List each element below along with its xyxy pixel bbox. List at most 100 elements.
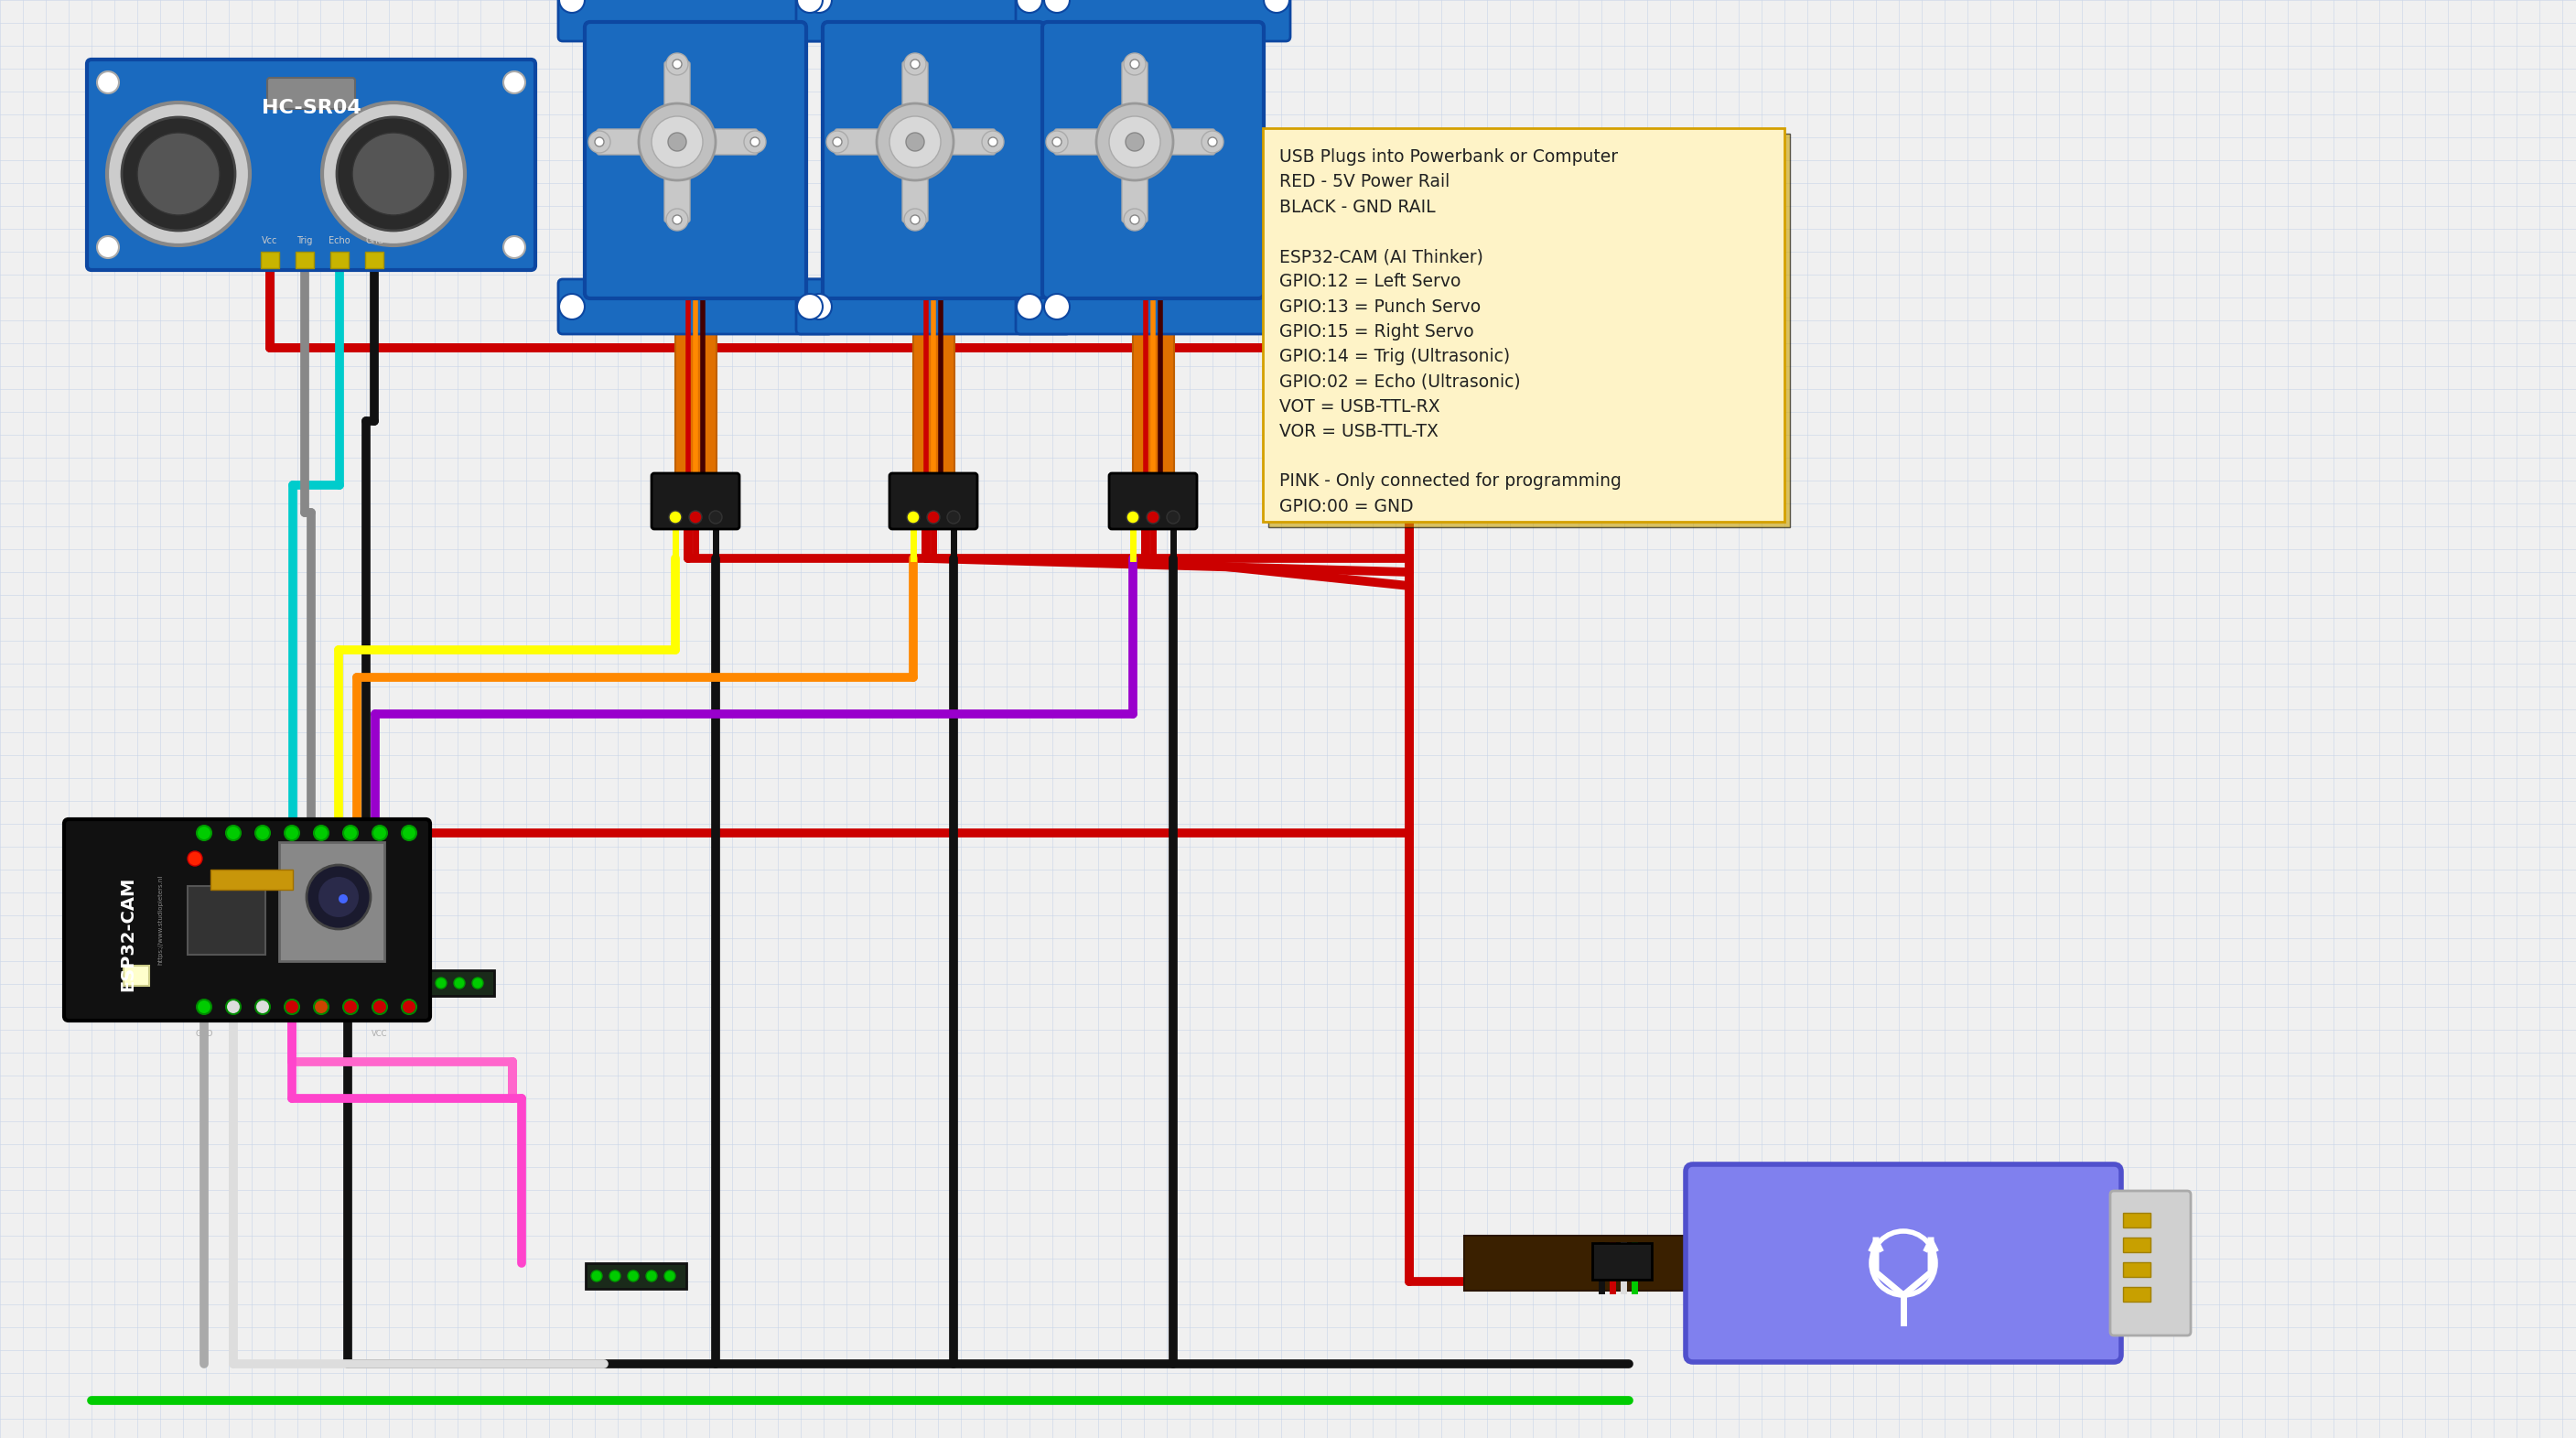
FancyBboxPatch shape [1262, 128, 1785, 522]
Bar [914, 293, 956, 476]
Circle shape [832, 137, 842, 147]
Circle shape [1018, 293, 1043, 319]
Circle shape [1123, 209, 1146, 230]
FancyBboxPatch shape [585, 22, 806, 299]
Circle shape [667, 53, 688, 75]
Circle shape [647, 1271, 657, 1281]
Circle shape [806, 293, 832, 319]
Circle shape [314, 825, 330, 840]
Circle shape [629, 1271, 639, 1281]
Circle shape [904, 209, 927, 230]
FancyBboxPatch shape [1043, 22, 1265, 299]
FancyBboxPatch shape [559, 279, 832, 334]
Circle shape [188, 851, 204, 866]
FancyBboxPatch shape [1110, 473, 1198, 529]
Circle shape [374, 999, 386, 1014]
FancyBboxPatch shape [1015, 0, 1291, 42]
Text: USB Plugs into Powerbank or Computer
RED - 5V Power Rail
BLACK - GND RAIL

ESP32: USB Plugs into Powerbank or Computer RED… [1280, 148, 1620, 515]
Bar [1133, 293, 1175, 476]
Circle shape [337, 116, 451, 230]
Circle shape [121, 116, 234, 230]
Circle shape [435, 978, 446, 988]
Circle shape [98, 236, 118, 259]
Circle shape [1131, 216, 1139, 224]
FancyBboxPatch shape [675, 129, 757, 155]
Circle shape [1123, 53, 1146, 75]
Circle shape [989, 137, 997, 147]
Circle shape [907, 132, 925, 151]
Circle shape [337, 894, 348, 903]
Circle shape [453, 978, 464, 988]
Circle shape [307, 866, 371, 929]
Text: GND: GND [196, 1030, 214, 1038]
Text: Echo: Echo [330, 236, 350, 246]
FancyBboxPatch shape [1123, 62, 1146, 145]
FancyBboxPatch shape [559, 0, 832, 42]
Circle shape [1126, 510, 1139, 523]
Bar [394, 971, 495, 997]
Circle shape [319, 877, 358, 917]
FancyBboxPatch shape [1123, 139, 1146, 223]
Bar [330, 252, 348, 269]
FancyBboxPatch shape [796, 279, 1072, 334]
Circle shape [1146, 510, 1159, 523]
Circle shape [904, 53, 927, 75]
Circle shape [255, 825, 270, 840]
Text: IO4: IO4 [198, 831, 211, 840]
FancyBboxPatch shape [652, 473, 739, 529]
Circle shape [750, 137, 760, 147]
Circle shape [1131, 59, 1139, 69]
Circle shape [672, 216, 683, 224]
Circle shape [283, 825, 299, 840]
Circle shape [1054, 137, 1061, 147]
FancyBboxPatch shape [835, 129, 917, 155]
FancyBboxPatch shape [1015, 279, 1291, 334]
Circle shape [353, 132, 435, 216]
Circle shape [611, 1271, 621, 1281]
FancyBboxPatch shape [88, 59, 536, 270]
Bar [2123, 1212, 2151, 1228]
Circle shape [948, 510, 961, 523]
Circle shape [255, 999, 270, 1014]
Circle shape [196, 825, 211, 840]
Circle shape [909, 216, 920, 224]
Circle shape [806, 0, 832, 13]
Circle shape [1046, 131, 1069, 152]
Circle shape [1265, 293, 1291, 319]
Circle shape [1167, 510, 1180, 523]
Circle shape [665, 1271, 675, 1281]
FancyBboxPatch shape [665, 62, 690, 145]
Bar [124, 966, 149, 986]
Circle shape [667, 132, 685, 151]
Circle shape [670, 510, 683, 523]
Text: Trig: Trig [296, 236, 312, 246]
FancyBboxPatch shape [665, 139, 690, 223]
Circle shape [417, 978, 428, 988]
Circle shape [796, 0, 822, 13]
Bar [1592, 1242, 1651, 1280]
Circle shape [981, 131, 1005, 152]
Bar [585, 1263, 685, 1288]
Circle shape [1265, 0, 1291, 13]
Text: Vcc: Vcc [263, 236, 278, 246]
Circle shape [909, 59, 920, 69]
Circle shape [374, 825, 386, 840]
Circle shape [672, 59, 683, 69]
Bar [211, 870, 294, 890]
Text: HC-SR04: HC-SR04 [260, 99, 361, 116]
Circle shape [502, 236, 526, 259]
Circle shape [1110, 116, 1159, 167]
Circle shape [227, 825, 240, 840]
FancyBboxPatch shape [1054, 129, 1139, 155]
Circle shape [227, 999, 240, 1014]
Circle shape [559, 0, 585, 13]
FancyBboxPatch shape [902, 62, 927, 145]
Circle shape [314, 999, 330, 1014]
Bar [2123, 1287, 2151, 1301]
Text: https://www.studiopieters.nl: https://www.studiopieters.nl [157, 874, 162, 965]
FancyBboxPatch shape [64, 820, 430, 1021]
FancyBboxPatch shape [889, 473, 976, 529]
Circle shape [1043, 293, 1069, 319]
Circle shape [667, 209, 688, 230]
FancyBboxPatch shape [822, 22, 1043, 299]
